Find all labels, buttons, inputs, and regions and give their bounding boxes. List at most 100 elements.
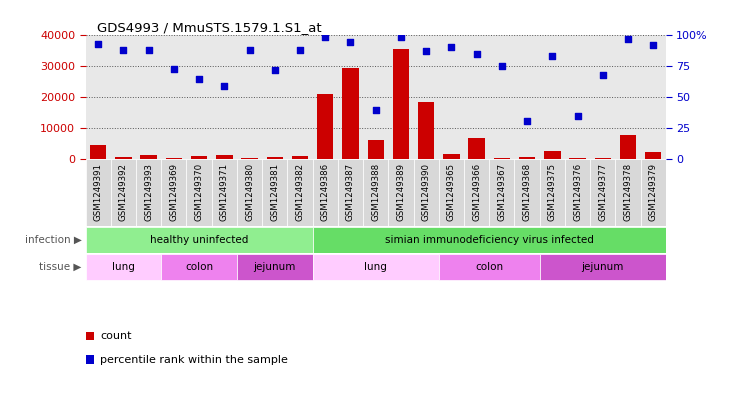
Text: GSM1249387: GSM1249387 bbox=[346, 163, 355, 220]
Bar bbox=[539, 159, 565, 226]
Point bbox=[219, 83, 231, 89]
Point bbox=[168, 66, 180, 72]
Point bbox=[294, 47, 306, 53]
Point bbox=[622, 36, 634, 42]
Text: GSM1249369: GSM1249369 bbox=[170, 163, 179, 220]
Point bbox=[471, 51, 483, 57]
Text: GSM1249375: GSM1249375 bbox=[548, 163, 557, 220]
Text: GSM1249382: GSM1249382 bbox=[295, 163, 304, 220]
Point bbox=[370, 107, 382, 113]
Bar bbox=[544, 151, 560, 159]
Bar bbox=[594, 158, 611, 159]
Text: count: count bbox=[100, 331, 132, 341]
Bar bbox=[136, 159, 161, 226]
Text: GSM1249379: GSM1249379 bbox=[649, 163, 658, 220]
Text: GSM1249376: GSM1249376 bbox=[573, 163, 582, 220]
Bar bbox=[115, 157, 132, 159]
Bar bbox=[418, 102, 434, 159]
Text: tissue ▶: tissue ▶ bbox=[39, 262, 82, 272]
Bar bbox=[443, 154, 460, 159]
Bar bbox=[368, 140, 384, 159]
Bar bbox=[565, 159, 590, 226]
Bar bbox=[312, 254, 439, 281]
Text: GSM1249386: GSM1249386 bbox=[321, 163, 330, 220]
Point bbox=[521, 118, 533, 124]
Point bbox=[344, 39, 356, 45]
Bar bbox=[312, 159, 338, 226]
Text: GSM1249378: GSM1249378 bbox=[623, 163, 632, 220]
Bar bbox=[469, 138, 485, 159]
Bar bbox=[191, 156, 208, 159]
Text: percentile rank within the sample: percentile rank within the sample bbox=[100, 354, 289, 365]
Bar bbox=[393, 49, 409, 159]
Bar bbox=[615, 159, 641, 226]
Bar bbox=[414, 159, 439, 226]
Bar bbox=[237, 254, 312, 281]
Text: GSM1249390: GSM1249390 bbox=[422, 163, 431, 220]
Text: jejunum: jejunum bbox=[582, 262, 624, 272]
Bar bbox=[494, 158, 510, 159]
Bar bbox=[519, 157, 535, 159]
Text: GSM1249377: GSM1249377 bbox=[598, 163, 607, 220]
Bar bbox=[363, 159, 388, 226]
Text: GSM1249370: GSM1249370 bbox=[195, 163, 204, 220]
Text: GSM1249380: GSM1249380 bbox=[245, 163, 254, 220]
Point bbox=[395, 33, 407, 40]
Bar bbox=[216, 156, 233, 159]
Point bbox=[92, 41, 104, 47]
Bar bbox=[266, 157, 283, 159]
Bar bbox=[90, 145, 106, 159]
Text: colon: colon bbox=[475, 262, 504, 272]
Point bbox=[243, 47, 255, 53]
Bar bbox=[212, 159, 237, 226]
Bar bbox=[166, 158, 182, 159]
Text: GSM1249367: GSM1249367 bbox=[498, 163, 507, 220]
Bar bbox=[187, 159, 212, 226]
Text: GSM1249371: GSM1249371 bbox=[219, 163, 229, 220]
Bar bbox=[312, 226, 666, 253]
Bar bbox=[515, 159, 539, 226]
Bar bbox=[590, 159, 615, 226]
Text: infection ▶: infection ▶ bbox=[25, 235, 82, 245]
Bar bbox=[388, 159, 414, 226]
Text: GSM1249392: GSM1249392 bbox=[119, 163, 128, 220]
Text: colon: colon bbox=[185, 262, 214, 272]
Bar bbox=[241, 158, 257, 159]
Point bbox=[446, 43, 458, 50]
Text: GSM1249393: GSM1249393 bbox=[144, 163, 153, 220]
Bar bbox=[317, 94, 333, 159]
Text: GSM1249391: GSM1249391 bbox=[94, 163, 103, 220]
Bar bbox=[292, 156, 308, 159]
Text: healthy uninfected: healthy uninfected bbox=[150, 235, 248, 245]
Bar bbox=[262, 159, 287, 226]
Text: lung: lung bbox=[365, 262, 387, 272]
Bar bbox=[237, 159, 262, 226]
Bar bbox=[641, 159, 666, 226]
Point bbox=[319, 33, 331, 40]
Bar bbox=[141, 155, 157, 159]
Point bbox=[420, 48, 432, 55]
Bar bbox=[338, 159, 363, 226]
Bar bbox=[161, 159, 187, 226]
Point bbox=[269, 67, 280, 73]
Bar bbox=[342, 68, 359, 159]
Bar bbox=[111, 159, 136, 226]
Point bbox=[496, 63, 508, 70]
Text: GSM1249381: GSM1249381 bbox=[270, 163, 279, 220]
Text: simian immunodeficiency virus infected: simian immunodeficiency virus infected bbox=[385, 235, 594, 245]
Bar bbox=[287, 159, 312, 226]
Bar bbox=[439, 254, 539, 281]
Bar bbox=[569, 158, 586, 159]
Bar bbox=[490, 159, 515, 226]
Text: GSM1249366: GSM1249366 bbox=[472, 163, 481, 220]
Text: GSM1249368: GSM1249368 bbox=[522, 163, 532, 220]
Bar bbox=[439, 159, 464, 226]
Text: GDS4993 / MmuSTS.1579.1.S1_at: GDS4993 / MmuSTS.1579.1.S1_at bbox=[97, 21, 322, 34]
Text: GSM1249389: GSM1249389 bbox=[397, 163, 405, 220]
Bar bbox=[539, 254, 666, 281]
Bar bbox=[86, 254, 161, 281]
Bar bbox=[86, 226, 312, 253]
Point bbox=[143, 47, 155, 53]
Point bbox=[571, 113, 583, 119]
Bar bbox=[161, 254, 237, 281]
